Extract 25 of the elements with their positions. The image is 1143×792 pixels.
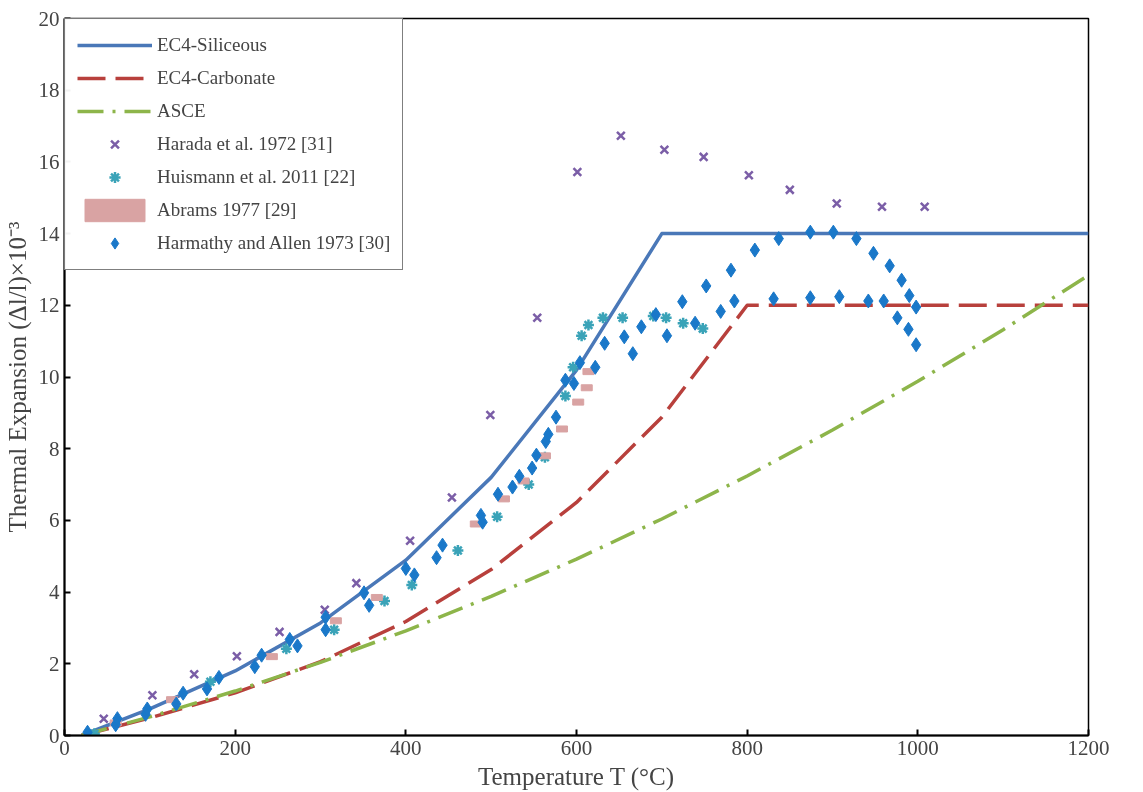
- x-tick-label: 1200: [1067, 735, 1110, 760]
- y-tick-label: 14: [38, 221, 60, 246]
- y-tick-label: 12: [38, 293, 60, 318]
- y-tick-label: 8: [49, 436, 60, 461]
- x-axis-title: Temperature T (°C): [477, 762, 675, 791]
- x-tick-label: 200: [219, 735, 251, 760]
- legend-label: Abrams 1977 [29]: [157, 199, 297, 221]
- legend-label: Harada et al. 1972 [31]: [157, 133, 333, 155]
- x-tick-label: 800: [731, 735, 763, 760]
- y-tick-label: 16: [38, 149, 60, 174]
- y-tick-label: 4: [49, 580, 60, 605]
- x-tick-label: 400: [390, 735, 422, 760]
- y-axis-title: Thermal Expansion (Δl/l)×10⁻³: [3, 221, 32, 533]
- y-tick-label: 2: [49, 651, 60, 676]
- x-tick-label: 600: [560, 735, 593, 760]
- y-tick-label: 18: [38, 78, 60, 103]
- y-tick-label: 10: [38, 365, 60, 389]
- legend-label: Huismann et al. 2011 [22]: [157, 166, 356, 188]
- y-tick-label: 20: [38, 6, 60, 31]
- legend-label: ASCE: [157, 100, 206, 122]
- legend-label: EC4-Siliceous: [157, 34, 267, 56]
- y-tick-label: 6: [49, 508, 60, 533]
- x-tick-label: 1000: [896, 735, 939, 760]
- legend-label: Harmathy and Allen 1973 [30]: [157, 232, 391, 254]
- legend-label: EC4-Carbonate: [157, 67, 276, 89]
